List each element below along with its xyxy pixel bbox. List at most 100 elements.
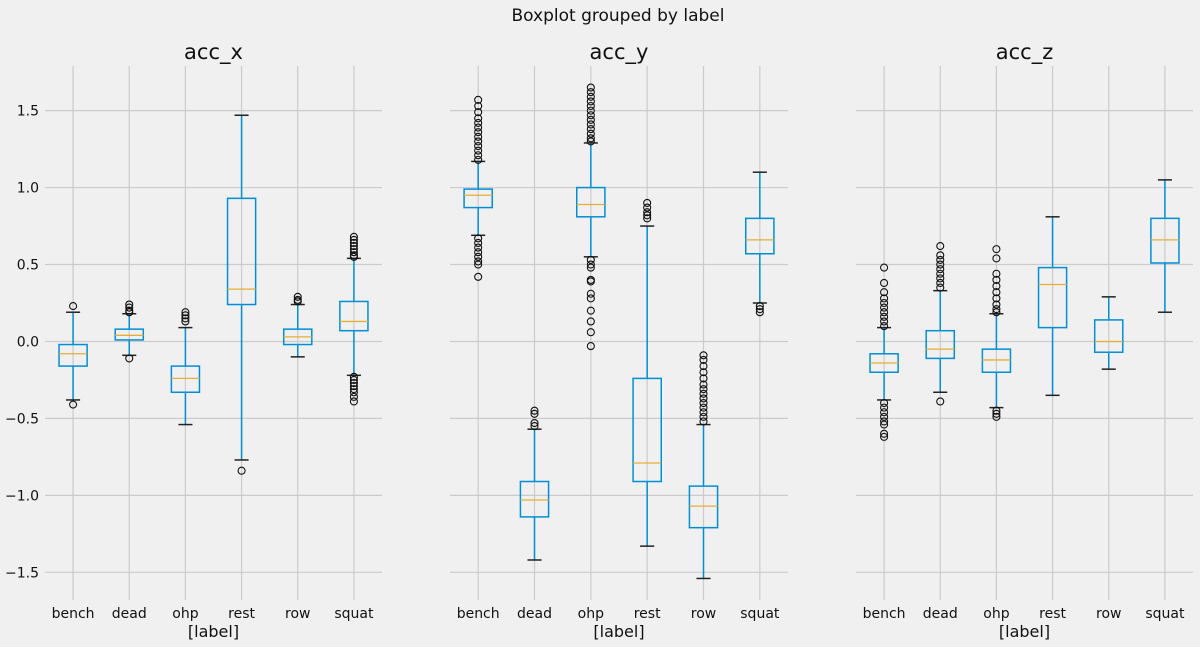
outlier-point	[880, 303, 889, 312]
outlier-point	[699, 403, 708, 412]
outlier-point	[181, 314, 190, 323]
iqr-box	[339, 300, 369, 332]
outlier-point	[349, 248, 358, 257]
outlier-point	[586, 263, 595, 272]
outlier-point	[474, 243, 483, 252]
outlier-point	[992, 409, 1001, 418]
outlier-point	[474, 234, 483, 243]
box-row	[282, 292, 313, 358]
x-tick-label: dead	[517, 606, 552, 622]
box-bench	[463, 95, 494, 281]
outlier-point	[699, 351, 708, 360]
x-tick-label: rest	[1039, 606, 1066, 622]
outlier-point	[699, 368, 708, 377]
outlier-point	[474, 108, 483, 117]
iqr-box	[1150, 217, 1180, 264]
outlier-point	[936, 269, 945, 278]
outlier-point	[586, 111, 595, 120]
iqr-box	[1093, 319, 1124, 353]
iqr-box	[576, 186, 606, 218]
outlier-point	[586, 137, 595, 146]
outlier-point	[586, 106, 595, 115]
outlier-point	[880, 417, 889, 426]
x-tick-label: ohp	[172, 606, 198, 622]
outlier-point	[992, 254, 1001, 263]
outlier-point	[880, 298, 889, 308]
outlier-point	[643, 211, 652, 220]
outlier-point	[181, 317, 190, 326]
outlier-point	[880, 403, 889, 412]
iqr-box	[463, 188, 494, 209]
outlier-point	[586, 255, 595, 264]
outlier-point	[586, 306, 595, 315]
outlier-point	[530, 406, 539, 415]
outlier-point	[237, 466, 246, 475]
outlier-point	[349, 382, 358, 391]
figure-suptitle: Boxplot grouped by label	[512, 6, 725, 26]
outlier-point	[349, 238, 358, 248]
y-tick-label: 0.0	[17, 334, 39, 350]
outlier-point	[586, 88, 595, 97]
outlier-point	[474, 248, 483, 257]
outlier-point	[699, 412, 708, 421]
x-tick-label: row	[691, 606, 716, 622]
outlier-point	[992, 282, 1001, 291]
outlier-point	[349, 375, 358, 384]
outlier-point	[349, 372, 358, 381]
outlier-point	[474, 141, 483, 151]
outlier-point	[586, 83, 595, 92]
outlier-point	[474, 118, 483, 127]
outlier-point	[125, 308, 134, 317]
box-bench	[58, 302, 88, 409]
subplot-acc_x: 1.5 1.0 0.5 0.0 −0.5 −1.0 −1.5 bench dead ohp rest…	[5, 40, 382, 641]
outlier-point	[474, 95, 483, 104]
box-bench	[869, 263, 899, 441]
outlier-point	[586, 289, 595, 298]
iqr-box	[981, 348, 1012, 373]
outlier-point	[125, 300, 134, 309]
outlier-point	[586, 328, 595, 337]
outlier-point	[992, 275, 1001, 284]
outlier-point	[936, 242, 945, 251]
outlier-point	[530, 418, 539, 428]
outlier-point	[936, 397, 945, 406]
x-tick-label: ohp	[983, 606, 1009, 622]
box-rest	[226, 114, 257, 475]
outlier-point	[992, 412, 1001, 421]
outlier-point	[474, 137, 483, 146]
x-tick-label: bench	[457, 606, 500, 622]
outlier-point	[936, 274, 945, 283]
subplot-acc_z: bench dead ohp rest row squat acc_z [label]	[856, 40, 1193, 641]
subplot-acc_y: bench dead ohp rest row squat acc_y [label]	[450, 40, 788, 641]
iqr-box	[632, 377, 662, 483]
outlier-point	[474, 260, 483, 269]
outlier-point	[880, 278, 889, 288]
outlier-point	[992, 269, 1001, 278]
outlier-point	[586, 97, 595, 106]
box-row	[1093, 296, 1124, 370]
outlier-point	[586, 125, 595, 134]
iqr-box	[925, 329, 956, 360]
outlier-point	[936, 255, 945, 264]
outlier-point	[125, 354, 134, 363]
outlier-point	[586, 101, 595, 111]
x-tick-label: rest	[228, 606, 255, 622]
outlier-point	[643, 208, 652, 217]
outlier-point	[643, 198, 652, 208]
x-tick-label: dead	[112, 606, 147, 622]
outlier-point	[474, 132, 483, 141]
outlier-point	[880, 288, 889, 297]
outlier-point	[349, 378, 358, 388]
box-dead	[114, 300, 145, 363]
iqr-box	[170, 365, 201, 393]
outlier-point	[530, 422, 539, 431]
outlier-point	[586, 129, 595, 138]
y-tick-label: 0.5	[17, 258, 39, 274]
outlier-point	[880, 432, 889, 441]
box-rest	[632, 198, 662, 547]
outlier-point	[586, 134, 595, 143]
outlier-point	[586, 92, 595, 101]
y-tick-label: 1.0	[17, 181, 39, 197]
x-tick-label: squat	[334, 606, 374, 622]
